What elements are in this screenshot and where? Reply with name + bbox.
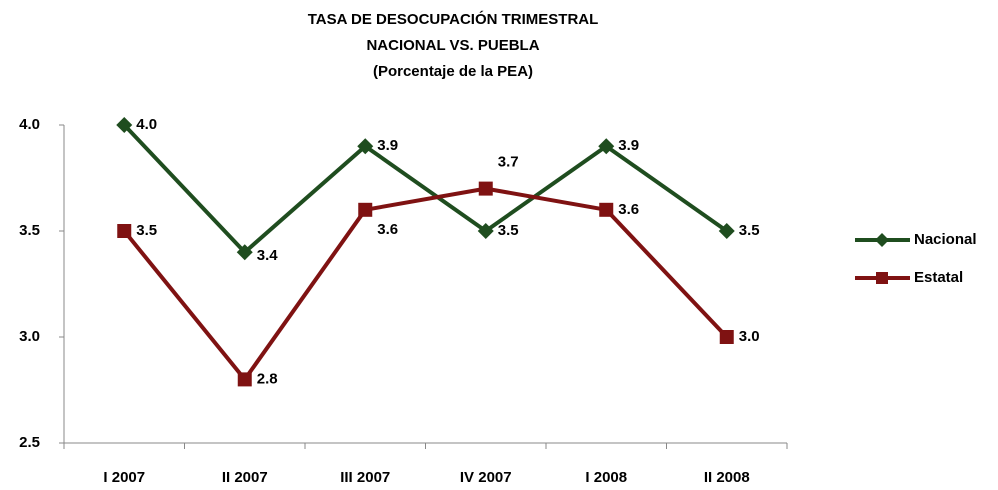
- data-label: 4.0: [136, 116, 157, 133]
- legend-label: Nacional: [914, 231, 977, 248]
- marker: [719, 330, 734, 344]
- chart-title: NACIONAL VS. PUEBLA: [366, 37, 539, 54]
- series-line: [122, 186, 729, 382]
- data-label: 3.6: [377, 221, 398, 238]
- data-label: 2.8: [257, 370, 278, 387]
- x-tick-label: I 2007: [103, 469, 145, 486]
- marker: [116, 117, 133, 133]
- data-label: 3.5: [136, 222, 157, 239]
- data-label: 3.5: [739, 222, 760, 239]
- series-line: [122, 123, 728, 255]
- marker: [237, 372, 252, 387]
- data-label: 3.9: [618, 137, 639, 154]
- marker: [358, 202, 373, 217]
- x-tick-label: II 2007: [222, 469, 268, 486]
- marker: [236, 244, 253, 261]
- y-tick-label: 3.5: [19, 222, 40, 239]
- chart-title: TASA DE DESOCUPACIÓN TRIMESTRAL: [308, 10, 599, 28]
- marker: [477, 223, 494, 239]
- chart-title: (Porcentaje de la PEA): [373, 63, 533, 80]
- marker: [598, 138, 615, 155]
- legend-marker: [876, 272, 888, 284]
- legend-label: Estatal: [914, 269, 963, 286]
- x-tick-label: I 2008: [585, 469, 627, 486]
- legend-marker: [875, 233, 889, 247]
- x-tick-label: IV 2007: [460, 469, 512, 486]
- y-tick-label: 2.5: [19, 434, 40, 451]
- marker: [117, 224, 132, 238]
- data-label: 3.0: [739, 328, 760, 345]
- data-label: 3.5: [498, 222, 519, 239]
- data-label: 3.6: [618, 201, 639, 218]
- data-label: 3.9: [377, 137, 398, 154]
- marker: [357, 138, 374, 155]
- marker: [718, 223, 735, 239]
- data-label: 3.7: [498, 154, 519, 171]
- y-tick-label: 4.0: [19, 116, 40, 133]
- x-tick-label: II 2008: [704, 469, 750, 486]
- data-label: 3.4: [257, 247, 279, 264]
- marker: [599, 202, 614, 217]
- y-tick-label: 3.0: [19, 328, 40, 345]
- x-tick-label: III 2007: [340, 469, 390, 486]
- marker: [478, 181, 493, 196]
